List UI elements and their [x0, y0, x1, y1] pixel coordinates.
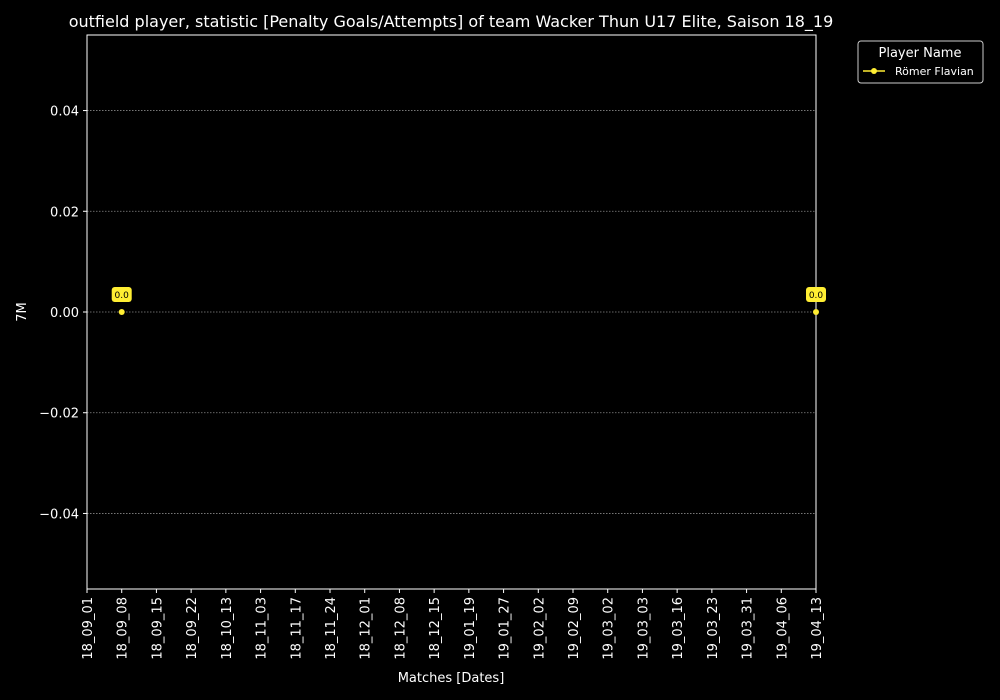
x-tick-label: 19_03_16	[671, 597, 686, 660]
legend-box	[857, 40, 984, 84]
y-tick-label: −0.04	[39, 507, 79, 522]
x-tick-label: 19_02_09	[567, 597, 582, 660]
x-tick-label: 18_11_17	[289, 597, 304, 660]
x-tick-label: 18_11_03	[255, 597, 270, 660]
x-tick-label: 18_09_15	[150, 597, 165, 660]
x-tick-label: 18_10_13	[220, 597, 235, 660]
series-layer: 0.0 0.0	[111, 287, 826, 315]
y-tick-label: −0.02	[39, 407, 79, 422]
x-tick-label: 18_09_01	[81, 597, 96, 660]
data-point	[813, 309, 819, 315]
x-tick-label: 18_09_22	[185, 597, 200, 660]
x-tick-label: 19_03_02	[602, 597, 617, 660]
x-tick-label: 19_01_27	[498, 597, 513, 660]
x-tick-label: 18_12_01	[359, 597, 374, 660]
legend-series-label: Römer Flavian	[895, 65, 974, 78]
data-label: 0.0	[809, 291, 824, 301]
chart-title: outfield player, statistic [Penalty Goal…	[69, 12, 834, 32]
data-point	[118, 309, 125, 315]
x-tick-label: 19_03_03	[636, 597, 651, 660]
x-tick-label: 19_03_23	[706, 597, 721, 660]
legend: Player Name Römer Flavian	[857, 40, 984, 84]
y-axis: −0.04 −0.02 0.00 0.02 0.04	[39, 105, 87, 522]
y-tick-label: 0.04	[50, 105, 79, 120]
y-tick-label: 0.02	[50, 205, 79, 220]
x-tick-label: 18_09_08	[116, 597, 131, 660]
x-axis: 18_09_01 18_09_08 18_09_15 18_09_22 18_10_13…	[81, 589, 825, 660]
x-tick-label: 18_12_08	[393, 597, 408, 660]
grid-lines	[87, 110, 816, 514]
x-tick-label: 18_11_24	[324, 597, 339, 660]
legend-series-marker	[871, 68, 877, 74]
data-label: 0.0	[115, 291, 130, 301]
x-axis-label: Matches [Dates]	[398, 671, 505, 686]
x-tick-label: 18_12_15	[428, 597, 443, 660]
x-tick-label: 19_04_13	[810, 597, 825, 660]
y-tick-label: 0.00	[50, 306, 79, 321]
y-axis-label: 7M	[15, 302, 30, 322]
x-tick-label: 19_01_19	[463, 597, 478, 660]
x-tick-label: 19_03_31	[741, 597, 756, 660]
data-label-box	[111, 287, 132, 302]
x-tick-label: 19_04_06	[775, 597, 790, 660]
x-tick-label: 19_02_02	[532, 597, 547, 660]
legend-title: Player Name	[879, 46, 962, 61]
data-label-box	[806, 287, 826, 302]
